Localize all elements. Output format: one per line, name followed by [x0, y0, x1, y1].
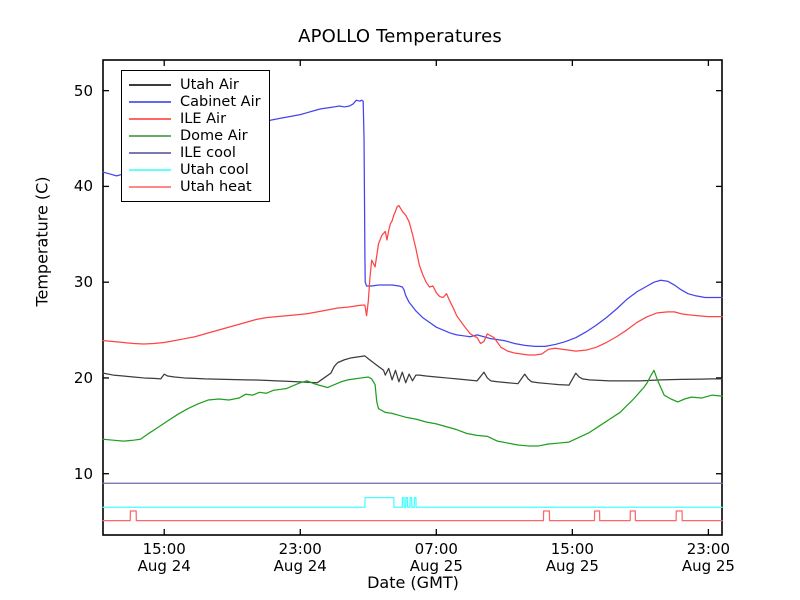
x-tick-label: 23:00 Aug 24 [245, 541, 355, 575]
y-tick-label: 10 [73, 464, 93, 483]
legend-label: Dome Air [180, 127, 248, 144]
x-tick-label: 07:00 Aug 25 [381, 541, 491, 575]
legend-label: Utah Air [180, 76, 239, 93]
x-tick-date: Aug 24 [137, 557, 191, 575]
y-tick-label: 40 [73, 177, 93, 196]
legend-label: ILE cool [180, 144, 236, 161]
x-tick-label: 15:00 Aug 25 [517, 541, 627, 575]
legend-swatch-icon [129, 185, 171, 188]
legend-swatch-icon [129, 117, 171, 120]
series-line-dome-air [102, 369, 723, 447]
legend-item-cabinet-air: Cabinet Air [129, 93, 261, 110]
legend-label: Utah cool [180, 161, 249, 178]
legend-label: Utah heat [180, 178, 252, 195]
y-tick-label: 20 [73, 368, 93, 387]
legend-swatch-icon [129, 151, 171, 154]
x-tick-date: Aug 24 [273, 557, 327, 575]
x-tick-time: 23:00 [686, 540, 730, 558]
legend-item-ile-cool: ILE cool [129, 144, 261, 161]
legend-item-utah-heat: Utah heat [129, 178, 261, 195]
x-tick-time: 15:00 [142, 540, 186, 558]
legend-item-utah-cool: Utah cool [129, 161, 261, 178]
x-axis-label: Date (GMT) [367, 573, 459, 592]
x-tick-date: Aug 25 [545, 557, 599, 575]
series-line-utah-cool [102, 497, 723, 508]
series-line-utah-air [102, 355, 723, 386]
series-line-utah-heat [102, 510, 723, 522]
legend-swatch-icon [129, 100, 171, 103]
chart-legend: Utah Air Cabinet Air ILE Air Dome Air ILE co… [121, 70, 270, 202]
legend-item-ile-air: ILE Air [129, 110, 261, 127]
x-tick-time: 15:00 [550, 540, 594, 558]
y-tick-label: 50 [73, 81, 93, 100]
series-line-ile-air [102, 204, 723, 356]
x-tick-label: 23:00 Aug 25 [653, 541, 763, 575]
legend-swatch-icon [129, 168, 171, 171]
legend-swatch-icon [129, 134, 171, 137]
x-tick-date: Aug 25 [409, 557, 463, 575]
legend-swatch-icon [129, 83, 171, 86]
y-tick-label: 30 [73, 273, 93, 292]
chart-title: APOLLO Temperatures [298, 26, 502, 47]
x-tick-time: 23:00 [278, 540, 322, 558]
x-tick-time: 07:00 [414, 540, 458, 558]
x-tick-label: 15:00 Aug 24 [109, 541, 219, 575]
legend-item-dome-air: Dome Air [129, 127, 261, 144]
legend-label: Cabinet Air [180, 93, 261, 110]
legend-label: ILE Air [180, 110, 227, 127]
legend-item-utah-air: Utah Air [129, 76, 261, 93]
x-tick-date: Aug 25 [681, 557, 735, 575]
